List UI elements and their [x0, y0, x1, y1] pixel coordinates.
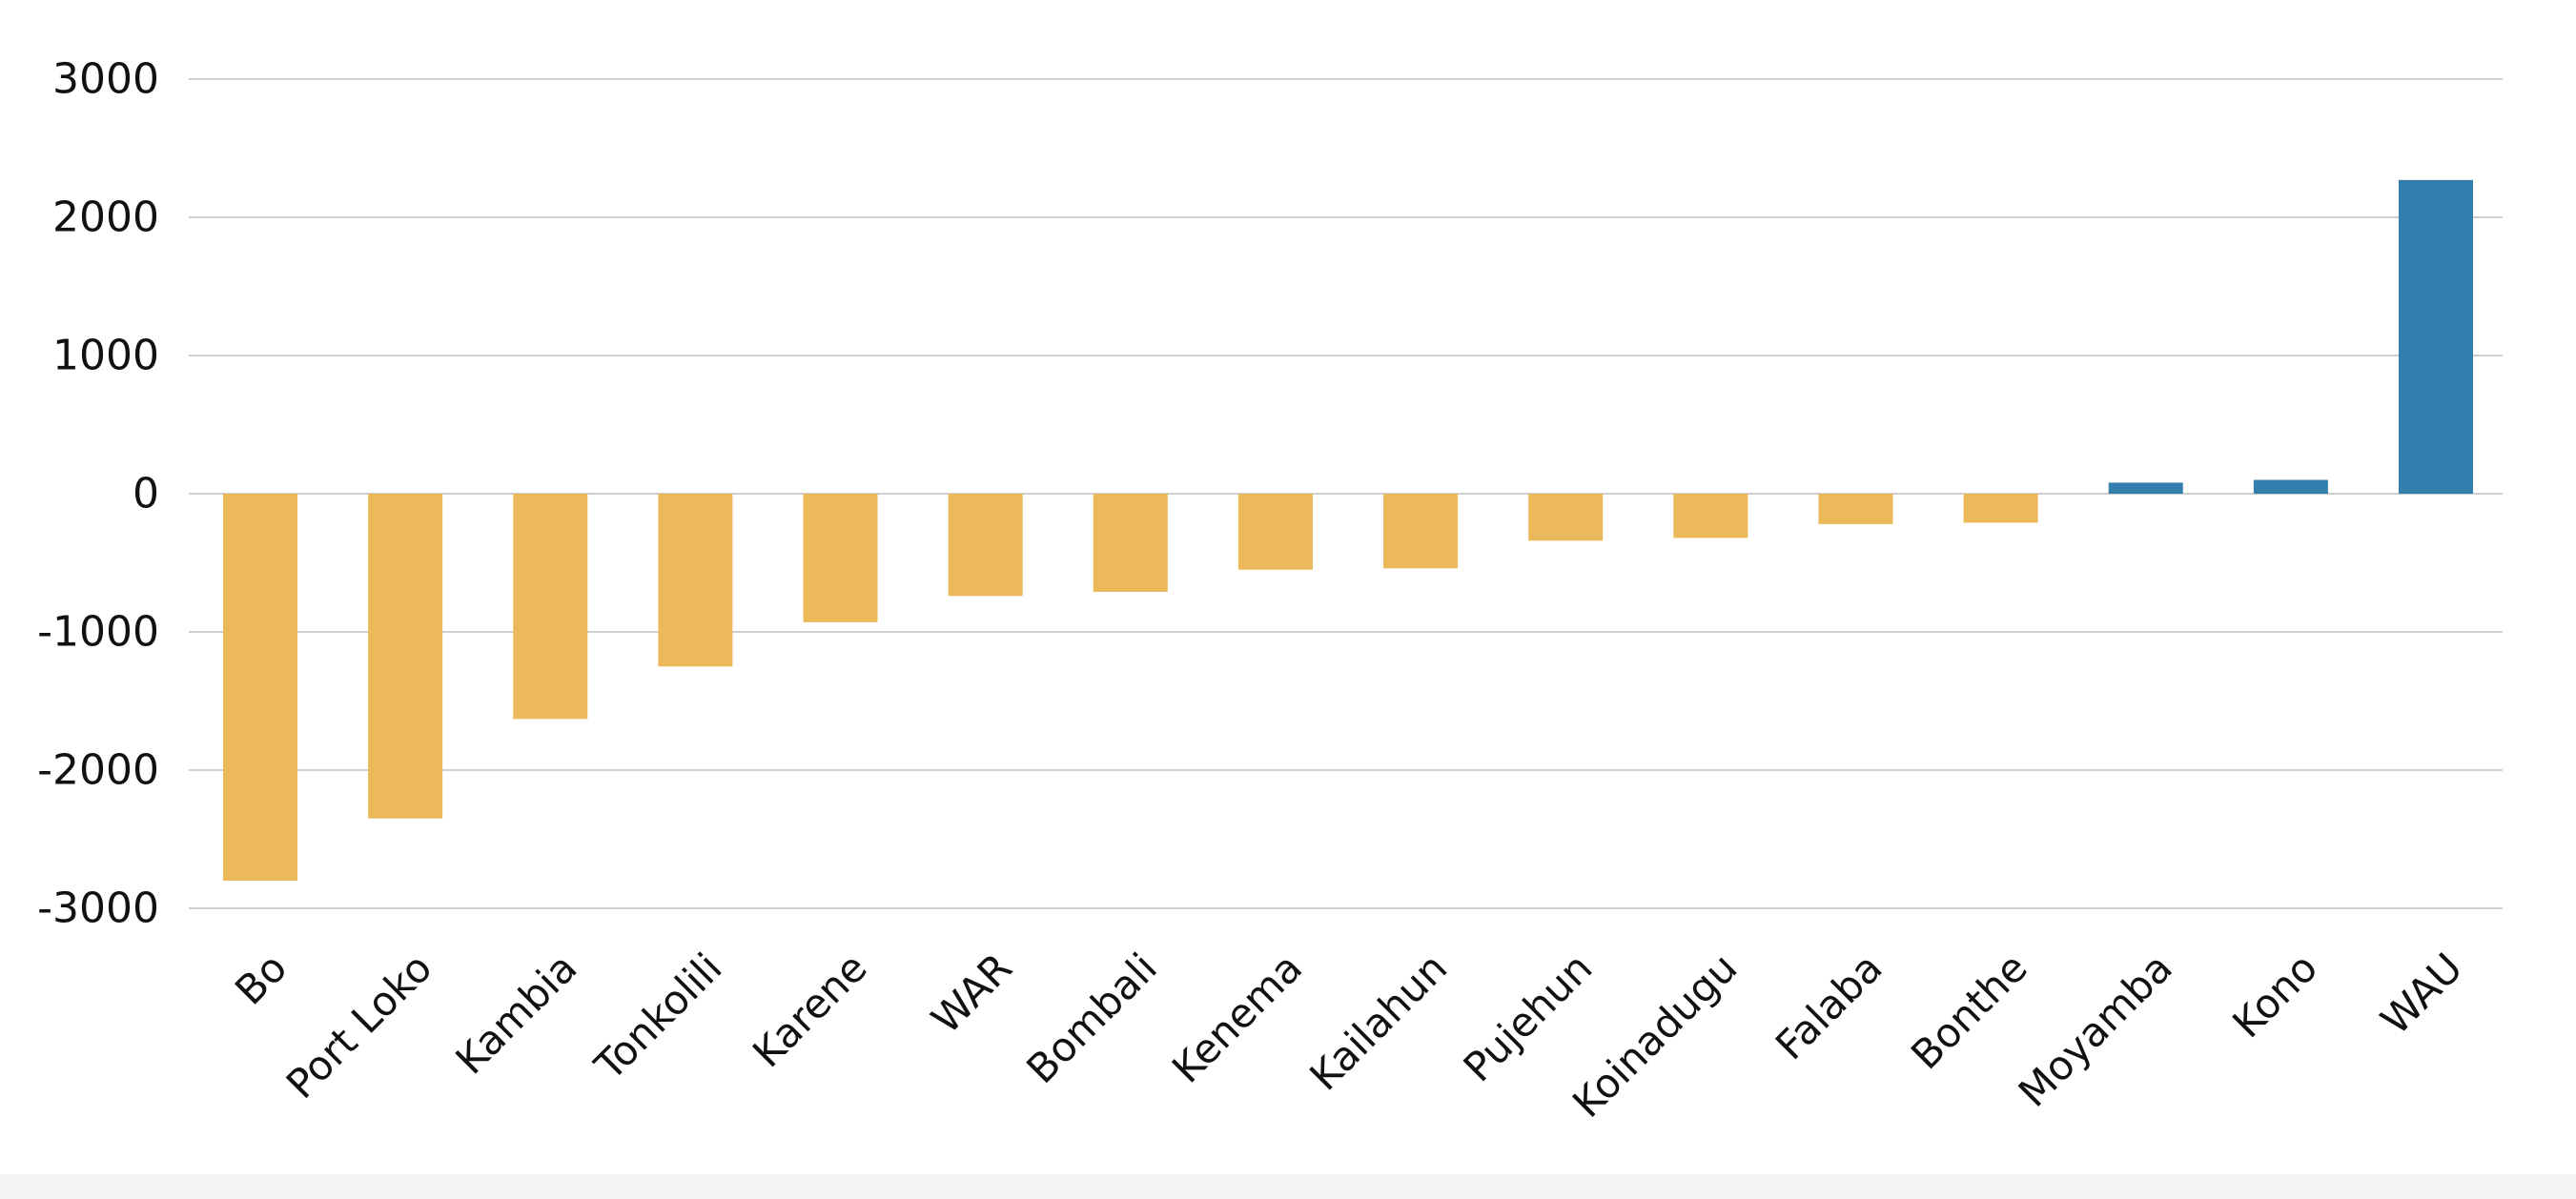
x-tick-label: Falaba — [1767, 945, 1891, 1069]
bar — [1818, 494, 1893, 524]
y-tick-label: 0 — [133, 470, 159, 518]
bar — [368, 494, 443, 819]
bar — [1383, 494, 1459, 569]
bar — [2399, 179, 2473, 494]
x-tick-label: Kambia — [446, 945, 585, 1084]
x-tick-label: Bo — [226, 945, 296, 1014]
y-tick-label: 2000 — [52, 193, 159, 242]
bar — [513, 494, 588, 720]
x-tick-label: Kailahun — [1300, 945, 1456, 1100]
x-tick-label: Kenema — [1163, 945, 1311, 1092]
bar — [803, 494, 878, 622]
bar — [1093, 494, 1168, 592]
bar — [2108, 482, 2183, 494]
bars — [223, 179, 2473, 881]
y-tick-label: 3000 — [52, 55, 159, 104]
x-tick-label: Bonthe — [1902, 945, 2036, 1079]
bar — [2253, 479, 2328, 494]
x-tick-label: Pujehun — [1455, 945, 1602, 1091]
x-tick-label: Moyamba — [2010, 945, 2181, 1116]
bar — [1963, 494, 2038, 523]
y-tick-label: -2000 — [37, 746, 159, 795]
x-tick-label: WAR — [923, 945, 1021, 1043]
bar — [1673, 494, 1748, 539]
bar — [948, 494, 1023, 597]
x-tick-label: Kono — [2223, 945, 2326, 1047]
x-tick-label: Port Loko — [277, 945, 440, 1108]
y-tick-label: 1000 — [52, 332, 159, 380]
y-axis-ticks: 3000 2000 1000 0 -1000 -2000 -3000 — [37, 55, 159, 933]
y-tick-label: -1000 — [37, 608, 159, 657]
x-tick-label: WAU — [2372, 945, 2471, 1044]
bar — [1528, 494, 1604, 541]
bar — [223, 494, 297, 881]
bar — [658, 494, 733, 667]
x-tick-label: Tonkolili — [585, 945, 731, 1090]
x-tick-label: Bombali — [1017, 945, 1166, 1093]
x-tick-label: Karene — [744, 945, 876, 1077]
bottom-strip — [0, 1174, 2576, 1199]
bar — [1237, 494, 1313, 570]
y-tick-label: -3000 — [37, 884, 159, 933]
